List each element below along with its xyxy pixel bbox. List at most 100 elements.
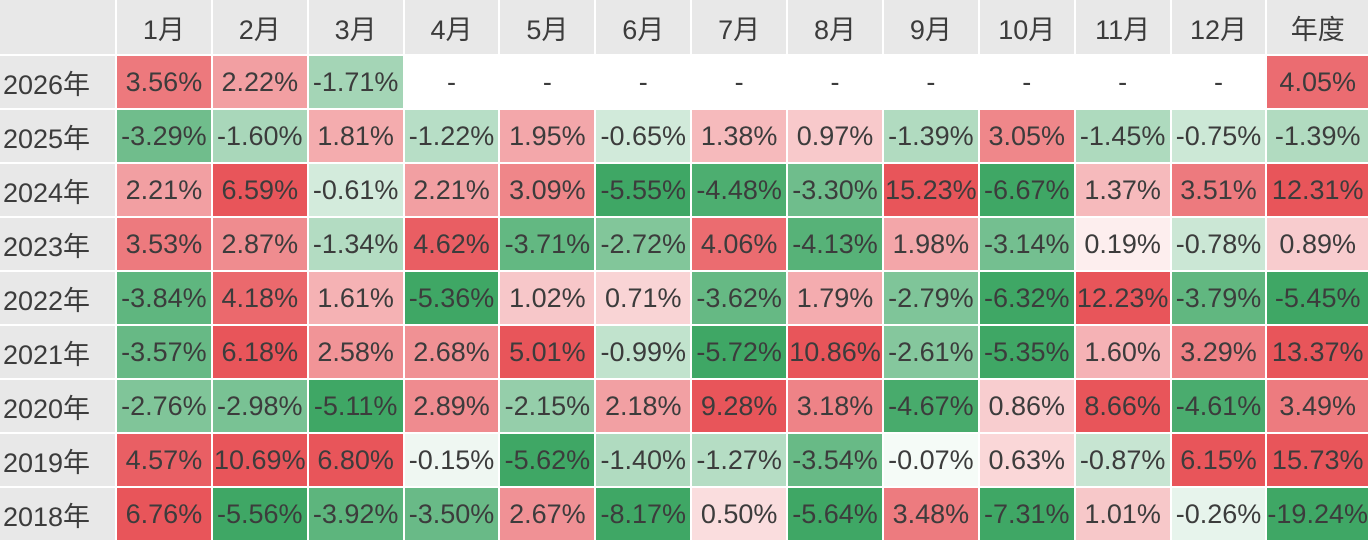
column-header-month-4: 4月 (404, 0, 499, 54)
return-cell: 0.89% (1267, 218, 1368, 270)
column-header-month-8: 8月 (788, 0, 882, 54)
return-cell: -3.79% (1171, 272, 1266, 324)
return-cell: -0.07% (883, 434, 978, 486)
return-cell: 1.61% (308, 272, 403, 324)
return-cell: -3.50% (404, 488, 499, 540)
return-cell: - (979, 56, 1074, 108)
return-cell: -2.61% (883, 326, 978, 378)
return-cell: 1.38% (692, 110, 787, 162)
return-cell: 2.67% (500, 488, 595, 540)
year-label: 2022年 (0, 272, 115, 324)
return-cell: -5.62% (500, 434, 595, 486)
return-cell: -5.35% (979, 326, 1074, 378)
return-cell: -1.71% (308, 56, 403, 108)
year-label: 2024年 (0, 164, 115, 216)
return-cell: 3.49% (1267, 380, 1368, 432)
return-cell: -1.22% (404, 110, 499, 162)
return-cell: 0.50% (692, 488, 787, 540)
return-cell: -4.13% (788, 218, 882, 270)
return-cell: -6.67% (979, 164, 1074, 216)
return-cell: - (1075, 56, 1170, 108)
return-cell: -4.48% (692, 164, 787, 216)
return-cell: -2.98% (212, 380, 307, 432)
year-label: 2021年 (0, 326, 115, 378)
return-cell: -6.32% (979, 272, 1074, 324)
return-cell: -5.72% (692, 326, 787, 378)
column-header-month-7: 7月 (692, 0, 787, 54)
return-cell: - (1171, 56, 1266, 108)
return-cell: 2.22% (212, 56, 307, 108)
return-cell: 1.98% (883, 218, 978, 270)
return-cell: - (883, 56, 978, 108)
column-header-month-11: 11月 (1075, 0, 1170, 54)
return-cell: 6.15% (1171, 434, 1266, 486)
return-cell: 2.68% (404, 326, 499, 378)
year-label: 2020年 (0, 380, 115, 432)
return-cell: -1.39% (883, 110, 978, 162)
return-cell: -3.71% (500, 218, 595, 270)
return-cell: - (692, 56, 787, 108)
return-cell: -2.79% (883, 272, 978, 324)
column-header-month-2: 2月 (212, 0, 307, 54)
return-cell: -3.92% (308, 488, 403, 540)
year-label: 2019年 (0, 434, 115, 486)
return-cell: 6.76% (117, 488, 211, 540)
return-cell: 1.95% (500, 110, 595, 162)
return-cell: 1.01% (1075, 488, 1170, 540)
return-cell: 12.31% (1267, 164, 1368, 216)
return-cell: -5.55% (596, 164, 691, 216)
column-header-month-13: 年度 (1267, 0, 1368, 54)
year-label: 2025年 (0, 110, 115, 162)
return-cell: 0.63% (979, 434, 1074, 486)
return-cell: -1.40% (596, 434, 691, 486)
return-cell: 0.71% (596, 272, 691, 324)
year-label: 2023年 (0, 218, 115, 270)
return-cell: 8.66% (1075, 380, 1170, 432)
return-cell: - (596, 56, 691, 108)
return-cell: -2.15% (500, 380, 595, 432)
return-cell: 1.81% (308, 110, 403, 162)
return-cell: -8.17% (596, 488, 691, 540)
return-cell: -3.62% (692, 272, 787, 324)
column-header-month-5: 5月 (500, 0, 595, 54)
return-cell: -0.61% (308, 164, 403, 216)
return-cell: 2.21% (404, 164, 499, 216)
return-cell: 3.51% (1171, 164, 1266, 216)
return-cell: -0.75% (1171, 110, 1266, 162)
return-cell: 2.21% (117, 164, 211, 216)
return-cell: 6.59% (212, 164, 307, 216)
return-cell: -1.60% (212, 110, 307, 162)
return-cell: 4.18% (212, 272, 307, 324)
return-cell: 4.62% (404, 218, 499, 270)
year-label: 2018年 (0, 488, 115, 540)
return-cell: -3.14% (979, 218, 1074, 270)
return-cell: -5.11% (308, 380, 403, 432)
return-cell: 1.02% (500, 272, 595, 324)
return-cell: 3.48% (883, 488, 978, 540)
return-cell: 1.37% (1075, 164, 1170, 216)
return-cell: -0.99% (596, 326, 691, 378)
column-header-month-9: 9月 (883, 0, 978, 54)
return-cell: 10.69% (212, 434, 307, 486)
return-cell: 3.56% (117, 56, 211, 108)
return-cell: -5.64% (788, 488, 882, 540)
return-cell: -3.30% (788, 164, 882, 216)
return-cell: 9.28% (692, 380, 787, 432)
return-cell: - (404, 56, 499, 108)
return-cell: -7.31% (979, 488, 1074, 540)
return-cell: -0.26% (1171, 488, 1266, 540)
return-cell: -3.84% (117, 272, 211, 324)
return-cell: -19.24% (1267, 488, 1368, 540)
return-cell: -3.54% (788, 434, 882, 486)
return-cell: 2.58% (308, 326, 403, 378)
return-cell: 2.87% (212, 218, 307, 270)
column-header-month-10: 10月 (979, 0, 1074, 54)
return-cell: 3.18% (788, 380, 882, 432)
return-cell: 0.97% (788, 110, 882, 162)
return-cell: 4.57% (117, 434, 211, 486)
return-cell: -5.45% (1267, 272, 1368, 324)
return-cell: -1.27% (692, 434, 787, 486)
return-cell: 5.01% (500, 326, 595, 378)
column-header-month-1: 1月 (117, 0, 211, 54)
column-header-month-12: 12月 (1171, 0, 1266, 54)
